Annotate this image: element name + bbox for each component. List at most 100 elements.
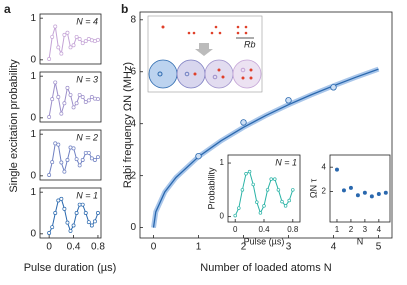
atom [217,68,221,72]
data-point [269,177,273,181]
data-point [237,206,241,210]
plot: 0 1 0 0.4 0.8 N = 1 Pulse duration (µs) Single … [8,59,116,274]
y-tick-label: 0 [130,222,136,233]
data-point [83,211,88,215]
data-point [80,41,85,46]
x-tick-label: 0.8 [287,225,299,234]
data-point [53,80,58,85]
data-point [50,34,55,39]
data-point [89,223,94,228]
data-point [65,158,70,162]
data-point [276,188,281,192]
data-point [56,142,61,147]
data-point [95,211,100,215]
y-tick-label: 4 [322,162,327,171]
data-point [95,97,100,102]
y-tick-label: 0 [30,170,36,181]
x-tick-label: 0 [151,242,157,253]
data-point [47,115,52,119]
panel-label: a [4,2,11,16]
y-tick-label: 1 [30,129,36,140]
data-point [86,220,91,225]
data-point [83,39,88,44]
data-point [65,85,70,90]
data-point [383,190,388,195]
atom [187,31,191,35]
series-label: N = 2 [76,132,98,142]
data-point [92,158,97,162]
x-tick-label: 3 [286,242,292,253]
data-point [68,145,73,150]
data-point [195,152,202,160]
x-tick-label: 0 [46,242,52,253]
data-point [233,213,237,218]
y-tick-label: 8 [130,14,136,25]
blockade-radius-label: Rb [244,39,256,49]
atom [157,71,163,77]
y-tick-label: 6 [130,66,136,77]
data-point [348,185,353,190]
data-point [258,211,263,215]
atom [244,31,248,35]
data-point [59,51,64,56]
data-point [95,155,100,160]
arrow [195,43,213,56]
data-point [86,150,91,155]
data-point [53,211,58,215]
x-tick-label: 4 [377,225,382,234]
data-point [71,43,76,48]
data-point [369,194,374,199]
y-axis-label: Rabi frequency ΩN (MHz) [122,62,134,188]
data-point [71,223,76,228]
atom [193,72,197,76]
y-axis-label: Single excitation probability [8,59,20,193]
plot: 0 1 N = 3 [30,71,102,123]
data-point [283,204,288,208]
data-point [89,95,94,99]
data-point [59,111,64,116]
plot: 0 1 N = 2 [30,129,102,181]
data-point [291,188,295,192]
data-point [355,193,360,198]
data-point [95,37,100,42]
data-point [240,188,245,192]
data-point [330,84,337,91]
atom [214,25,218,29]
data-point [341,188,346,193]
data-point [50,97,55,102]
data-point [56,95,61,99]
atom [241,76,245,80]
x-tick-label: 0.4 [258,225,270,234]
plot: 0 1 a N = 4 [4,2,102,65]
data-point [287,198,291,203]
blockade-sphere [148,59,178,89]
x-axis-label: Pulse (µs) [244,236,285,246]
data-point [77,163,82,168]
data-point [255,200,259,204]
atom [210,31,214,35]
blockade-sphere [176,59,206,89]
x-tick-label: 1 [335,225,340,234]
x-tick-label: 0 [233,225,238,234]
data-point [334,167,339,172]
plot-frame [329,154,391,223]
data-point [74,34,79,39]
data-point [285,97,292,104]
atom [192,31,196,35]
data-point [62,32,67,37]
data-point [74,157,79,162]
series-label: N = 1 [76,190,98,200]
atom [221,75,225,79]
series-label: N = 1 [275,157,297,167]
data-point [59,160,64,165]
x-tick-label: 0.8 [91,242,105,253]
data-point [92,96,97,101]
data-point [262,204,266,208]
data-point [74,101,79,106]
plot-frame [227,154,301,223]
y-tick-label: 1 [220,158,225,167]
y-tick-label: 0 [30,228,36,239]
y-tick-label: 1 [30,13,36,24]
